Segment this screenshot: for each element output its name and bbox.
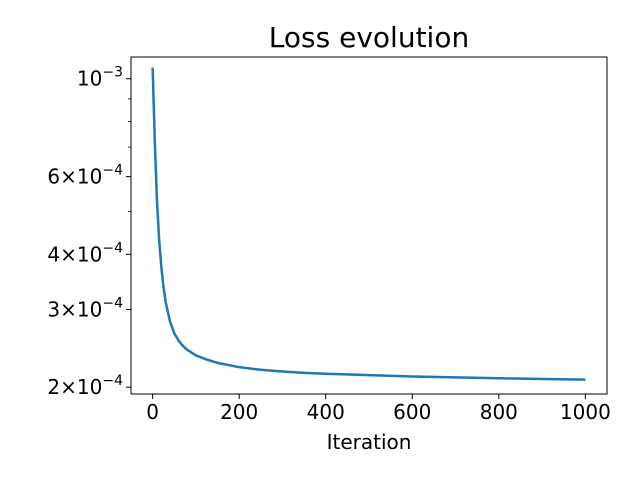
y-tick-label: 3×10−4 <box>47 295 123 321</box>
x-tick-label: 1000 <box>560 400 611 424</box>
y-tick-label: 6×10−4 <box>47 163 123 189</box>
chart-title: Loss evolution <box>269 21 469 54</box>
y-tick-label: 2×10−4 <box>47 373 123 399</box>
y-tick-label: 4×10−4 <box>47 240 123 266</box>
x-tick-label: 200 <box>220 400 258 424</box>
x-tick-label: 600 <box>393 400 431 424</box>
plot-area: 0 200 400 600 800 1000 2×10−4 3×10−4 4×10−4 6×10−… <box>47 56 611 424</box>
plot-frame <box>130 56 608 395</box>
y-tick-label: 10−3 <box>77 65 123 91</box>
x-tick-label: 800 <box>480 400 518 424</box>
series-line-0 <box>151 67 586 381</box>
x-tick-label: 400 <box>307 400 345 424</box>
x-axis-label: Iteration <box>327 430 412 454</box>
x-tick-label: 0 <box>146 400 159 424</box>
